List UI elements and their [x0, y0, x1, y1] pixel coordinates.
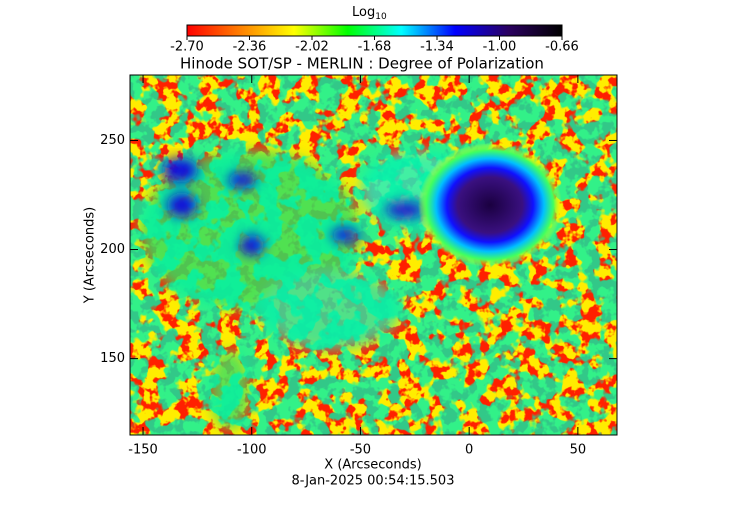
colorbar — [186, 24, 563, 37]
x-tick-label: 50 — [570, 443, 587, 458]
footer: 8-Jan-2025 00:54:15.503 — [292, 474, 455, 489]
colorbar-tick-label: -1.00 — [483, 40, 517, 55]
colorbar-label-subscript: 10 — [375, 12, 387, 22]
chart-title: Hinode SOT/SP - MERLIN : Degree of Polar… — [180, 55, 544, 73]
y-tick-label: 200 — [100, 242, 125, 257]
map-image — [130, 75, 617, 435]
y-axis-label: Y (Arcseconds) — [83, 207, 98, 304]
plot-frame — [129, 74, 618, 436]
colorbar-tick-label: -2.70 — [170, 40, 204, 55]
x-tick-label: 0 — [465, 443, 473, 458]
colorbar-tick-label: -1.68 — [358, 40, 392, 55]
x-tick-label: -50 — [350, 443, 371, 458]
y-tick-label: 150 — [100, 351, 125, 366]
colorbar-tick-label: -1.34 — [420, 40, 454, 55]
x-axis-label: X (Arcseconds) — [324, 458, 421, 473]
colorbar-label: Log10 — [352, 5, 387, 22]
y-tick-label: 250 — [100, 133, 125, 148]
x-tick-label: -100 — [237, 443, 267, 458]
colorbar-label-main: Log — [352, 5, 375, 20]
colorbar-tick-label: -2.36 — [233, 40, 267, 55]
colorbar-tick-label: -0.66 — [545, 40, 579, 55]
colorbar-tick-label: -2.02 — [295, 40, 329, 55]
x-tick-label: -150 — [128, 443, 158, 458]
